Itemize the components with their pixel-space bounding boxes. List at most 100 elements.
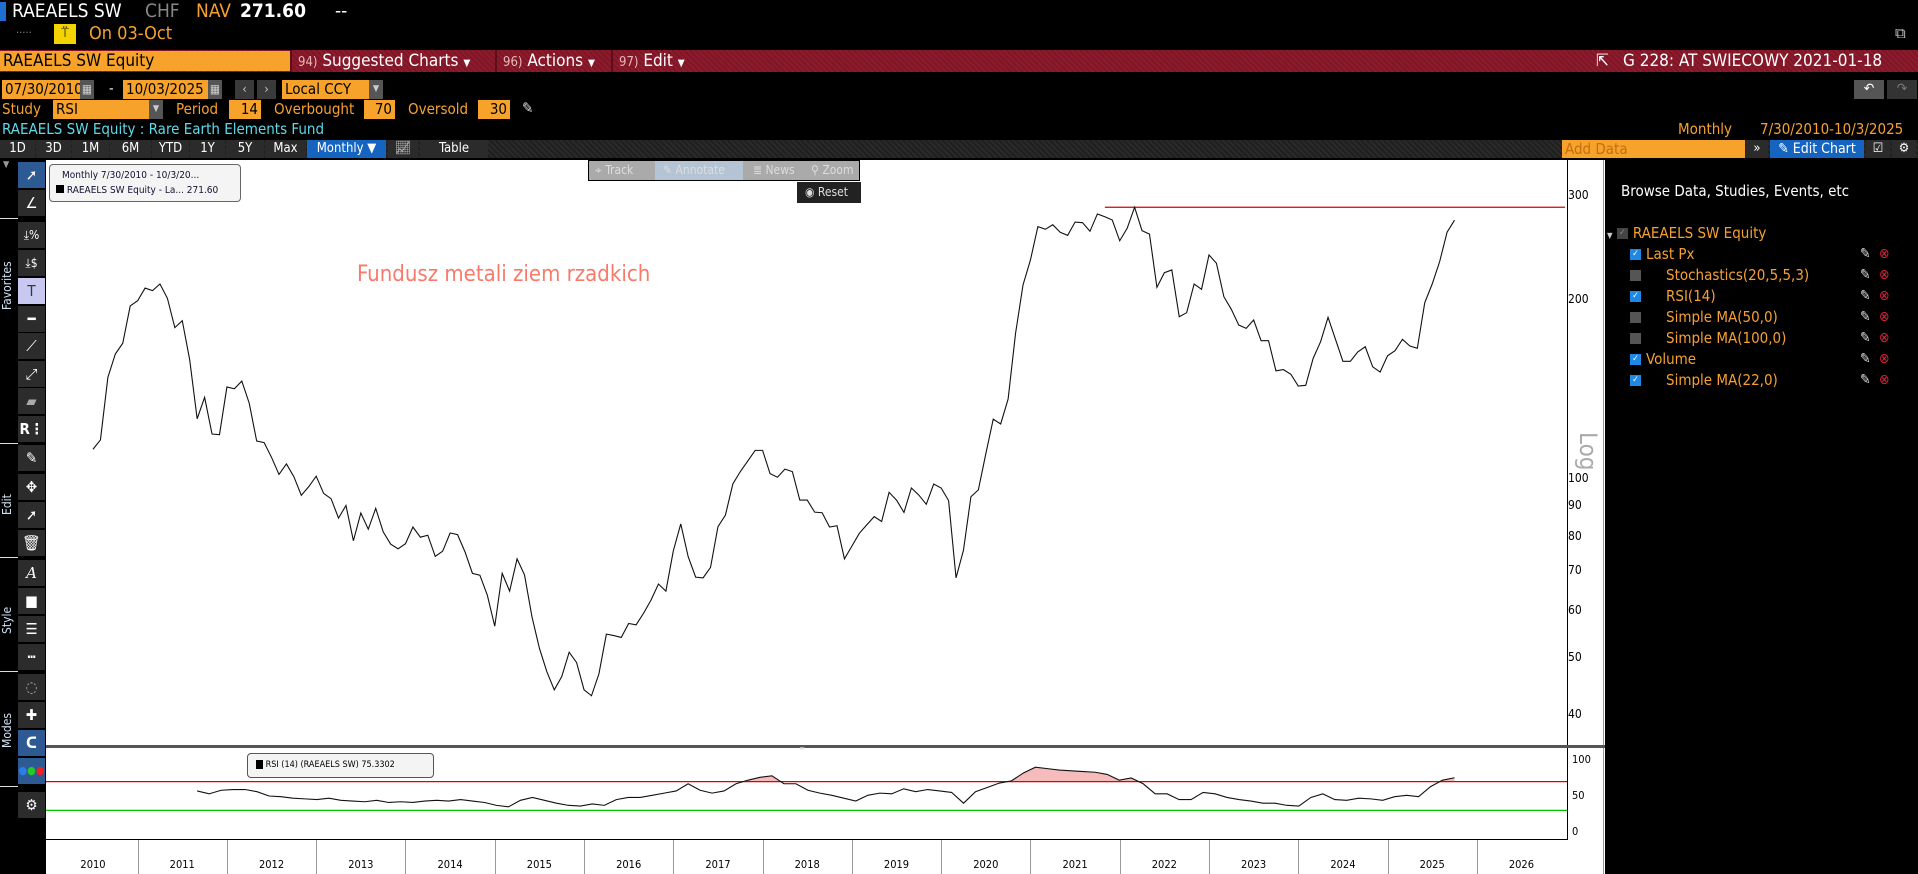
price-marker-tool-icon[interactable]: ⤓$ [18, 250, 45, 276]
edit-menu[interactable]: 97) Edit ▼ [611, 50, 685, 72]
calendar-icon[interactable]: ▦ [208, 80, 222, 99]
study-item[interactable]: ✓ RSI(14) [1630, 286, 1716, 306]
settings-gear-icon[interactable]: ⚙ [18, 792, 45, 818]
rsi-chart[interactable] [46, 748, 1567, 840]
remove-icon[interactable]: ⊗ [1879, 246, 1890, 262]
previous-button[interactable]: ‹ [235, 80, 254, 99]
chart-annotation[interactable]: Fundusz metali ziem rzadkich [357, 262, 651, 287]
panel-splitter[interactable] [46, 745, 1605, 748]
browse-data-link[interactable]: Browse Data, Studies, Events, etc [1621, 182, 1850, 200]
checklist-icon[interactable]: ☑ [1866, 140, 1890, 158]
font-style-icon[interactable]: A [18, 560, 45, 586]
remove-icon[interactable]: ⊗ [1879, 351, 1890, 367]
trendline-tool-icon[interactable]: ⟋ [18, 333, 45, 359]
period-6m-button[interactable]: 6M [110, 140, 151, 158]
period-1y-button[interactable]: 1Y [190, 140, 225, 158]
text-tool-icon[interactable]: T [18, 278, 45, 304]
zoom-button[interactable]: ⚲ Zoom [811, 161, 853, 180]
edit-pencil-icon[interactable]: ✎ [1860, 351, 1871, 367]
study-item[interactable]: ✓ Last Px [1630, 244, 1695, 264]
line-style-icon[interactable]: ┅ [18, 644, 45, 670]
track-button[interactable]: ⌖ Track [595, 161, 633, 180]
start-date-field[interactable]: 07/30/2010 [2, 80, 83, 99]
magnet-icon[interactable]: ᑕ [18, 730, 45, 756]
edit-pencil-icon[interactable]: ✎ [1860, 246, 1871, 262]
study-item[interactable]: ✓ Simple MA(100,0) [1630, 328, 1786, 348]
period-ytd-button[interactable]: YTD [152, 140, 189, 158]
security-field[interactable]: RAEAELS SW Equity [0, 51, 290, 71]
end-date-field[interactable]: 10/03/2025 [123, 80, 209, 99]
drag-handle-icon[interactable]: ═ [800, 744, 805, 753]
price-series-line[interactable] [92, 205, 1455, 697]
news-button[interactable]: ≣ News [753, 161, 795, 180]
edit-pencil-icon[interactable]: ✎ [1860, 288, 1871, 304]
gauge-icon[interactable]: ⍡ [54, 24, 76, 44]
study-select[interactable]: RSI [53, 100, 150, 119]
external-link-icon[interactable]: ⇱ [1596, 51, 1609, 71]
rsi-series-line[interactable] [197, 766, 1455, 808]
retracement-tool-icon[interactable]: R⋮ [18, 416, 45, 442]
edit-pencil-icon[interactable]: ✎ [1860, 330, 1871, 346]
expand-panel-button[interactable]: » [1746, 140, 1768, 158]
study-item[interactable]: ✓ Simple MA(22,0) [1630, 370, 1778, 390]
ray-tool-icon[interactable]: ⤢ [18, 361, 45, 387]
checkbox[interactable]: ✓ [1616, 228, 1628, 239]
fill-color-icon[interactable]: ■ [18, 588, 45, 614]
lock-crosshair-icon[interactable]: ✚ [18, 702, 45, 728]
annotate-button[interactable]: ✎ Annotate [655, 161, 743, 180]
color-theme-icon[interactable]: ●●● [18, 758, 45, 784]
period-1d-button[interactable]: 1D [0, 140, 35, 158]
period-field[interactable]: 14 [229, 100, 261, 119]
remove-icon[interactable]: ⊗ [1879, 267, 1890, 283]
checkbox[interactable]: ✓ [1630, 333, 1641, 344]
add-data-input[interactable]: Add Data [1562, 140, 1745, 158]
period-1m-button[interactable]: 1M [72, 140, 109, 158]
trash-icon[interactable]: 🗑︎ [18, 530, 45, 556]
edit-pencil-icon[interactable]: ✎ [1860, 267, 1871, 283]
undo-button[interactable]: ↶ [1854, 80, 1884, 99]
currency-mode-select[interactable]: Local CCY [282, 80, 370, 99]
price-chart[interactable] [46, 160, 1565, 745]
dropdown-icon[interactable]: ▼ [149, 100, 163, 119]
reset-button[interactable]: ◉ Reset [797, 182, 861, 203]
dropdown-icon[interactable]: ▼ [369, 80, 383, 99]
line-draw-tool-icon[interactable]: ∠ [18, 190, 45, 216]
select-add-tool-icon[interactable]: ➚ [18, 502, 45, 528]
security-tree-node[interactable]: ▼ ✓ RAEAELS SW Equity [1607, 223, 1766, 243]
edit-pencil-icon[interactable]: ✎ [1860, 309, 1871, 325]
expand-icon[interactable]: ⧉ [1895, 24, 1906, 42]
pointer-tool-icon[interactable]: ➚ [18, 162, 45, 188]
channel-tool-icon[interactable]: ▰ [18, 388, 45, 414]
period-5y-button[interactable]: 5Y [226, 140, 264, 158]
edit-chart-button[interactable]: ✎ Edit Chart [1770, 140, 1864, 158]
calendar-icon[interactable]: ▦ [80, 80, 94, 99]
overbought-field[interactable]: 70 [364, 100, 395, 119]
edit-pencil-icon[interactable]: ✎ [1860, 372, 1871, 388]
remove-icon[interactable]: ⊗ [1879, 372, 1890, 388]
pencil-icon[interactable]: ✎ [522, 99, 534, 117]
oversold-field[interactable]: 30 [478, 100, 510, 119]
table-button[interactable]: Table [420, 140, 488, 158]
lasso-icon[interactable]: ◌ [18, 674, 45, 700]
checkbox[interactable]: ✓ [1630, 375, 1641, 386]
remove-icon[interactable]: ⊗ [1879, 309, 1890, 325]
frequency-dropdown[interactable]: Monthly ▼ [307, 140, 386, 158]
remove-icon[interactable]: ⊗ [1879, 288, 1890, 304]
checkbox[interactable]: ✓ [1630, 354, 1641, 365]
pencil-tool-icon[interactable]: ✎ [18, 445, 45, 471]
line-chart-icon[interactable]: 📈︎ [388, 140, 418, 158]
settings-gear-icon[interactable]: ⚙ [1892, 140, 1916, 158]
checkbox[interactable]: ✓ [1630, 291, 1641, 302]
checkbox[interactable]: ✓ [1630, 312, 1641, 323]
period-max-button[interactable]: Max [265, 140, 306, 158]
move-tool-icon[interactable]: ✥ [18, 474, 45, 500]
redo-button[interactable]: ↷ [1887, 80, 1917, 99]
suggested-charts-menu[interactable]: 94) Suggested Charts ▼ [290, 50, 470, 72]
collapse-icon[interactable]: ▼ [3, 160, 10, 170]
checkbox[interactable]: ✓ [1630, 249, 1641, 260]
actions-menu[interactable]: 96) Actions ▼ [495, 50, 595, 72]
horizontal-line-tool-icon[interactable]: ━ [18, 306, 45, 332]
remove-icon[interactable]: ⊗ [1879, 330, 1890, 346]
checkbox[interactable]: ✓ [1630, 270, 1641, 281]
study-item[interactable]: ✓ Volume [1630, 349, 1696, 369]
